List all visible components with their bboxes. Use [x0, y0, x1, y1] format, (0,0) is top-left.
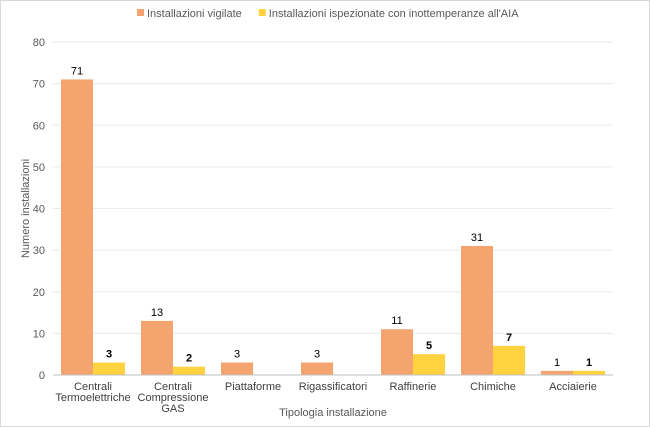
legend-label: Installazioni ispezionate con inottemper…	[269, 8, 519, 20]
data-label: 71	[71, 65, 83, 77]
bar-series-1	[301, 362, 333, 375]
y-tick-label: 80	[33, 37, 45, 49]
x-category-label: Raffinerie	[390, 381, 437, 393]
legend-swatch	[258, 9, 266, 16]
y-tick-label: 10	[33, 328, 45, 340]
x-category-label: Piattaforme	[225, 381, 281, 393]
x-category-label: Centrali Compressione GAS	[138, 381, 209, 415]
gridlines	[53, 41, 613, 334]
data-label: 2	[186, 353, 192, 365]
data-label: 3	[106, 349, 112, 361]
data-label: 7	[506, 332, 512, 344]
bar-series-1	[141, 320, 173, 375]
legend: Installazioni vigilate Installazioni ispe…	[137, 8, 519, 20]
x-category-label: Chimiche	[470, 381, 516, 393]
bar-series-1	[461, 245, 493, 375]
bars	[61, 79, 605, 376]
legend-label: Installazioni vigilate	[147, 8, 242, 20]
bar-series-2	[493, 345, 525, 375]
data-label: 1	[586, 357, 592, 369]
data-label: 3	[314, 349, 320, 361]
y-axis-ticks: 0 10 20 30 40 50 60 70 80	[33, 37, 45, 382]
y-axis-title: Numero installazioni	[20, 159, 32, 258]
y-tick-label: 60	[33, 120, 45, 132]
y-tick-label: 40	[33, 204, 45, 216]
bar-series-1	[221, 362, 253, 375]
data-label: 3	[234, 349, 240, 361]
x-axis-title: Tipologia installazione	[279, 407, 387, 419]
bar-series-1	[61, 79, 93, 376]
legend-swatch	[137, 9, 144, 16]
data-label: 11	[391, 315, 402, 327]
x-axis-categories: Centrali Termoelettriche Centrali Compressi…	[55, 381, 596, 415]
data-label: 31	[471, 232, 483, 244]
bar-series-2	[413, 354, 445, 375]
x-category-label: Rigassificatori	[299, 381, 367, 393]
bar-series-2	[93, 362, 125, 375]
x-category-label: Acciaierie	[549, 381, 597, 393]
bar-series-1	[381, 329, 413, 375]
bar-series-1	[541, 370, 573, 375]
bar-series-2	[173, 366, 205, 375]
data-label: 1	[554, 357, 560, 369]
bar-series-2	[573, 370, 605, 375]
y-tick-label: 0	[39, 370, 45, 382]
y-tick-label: 50	[33, 162, 45, 174]
x-category-label: Centrali Termoelettriche	[55, 381, 130, 404]
data-label: 5	[426, 340, 432, 352]
y-tick-label: 70	[33, 79, 45, 91]
y-tick-label: 30	[33, 245, 45, 257]
data-label: 13	[151, 307, 163, 319]
y-tick-label: 20	[33, 287, 45, 299]
